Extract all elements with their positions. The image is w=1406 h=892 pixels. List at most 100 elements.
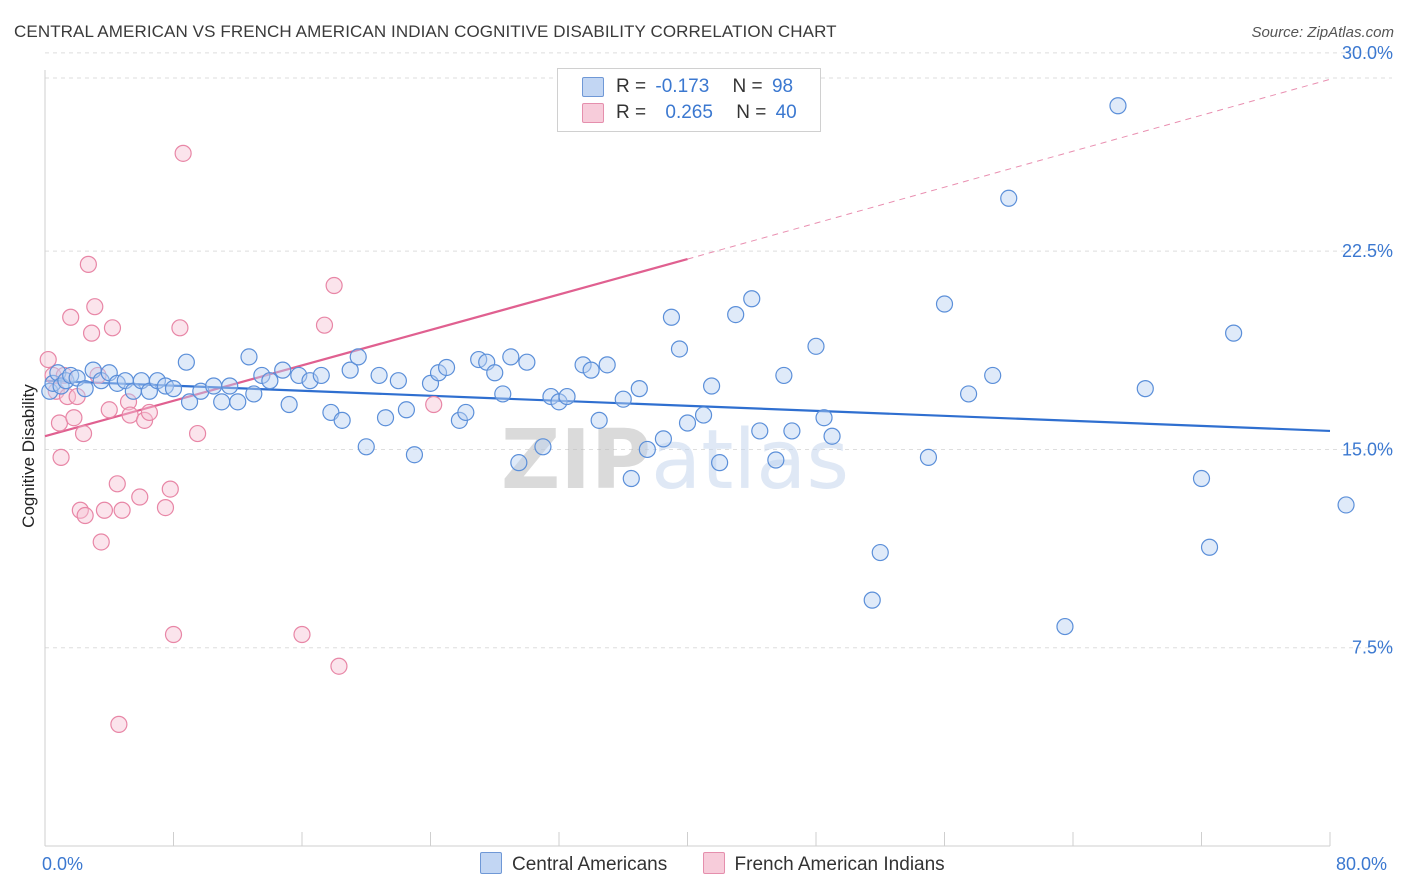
data-point-central-american	[823, 427, 841, 445]
data-point-french-american-indian	[425, 395, 443, 414]
data-point-central-american	[221, 377, 239, 395]
data-point-central-american	[871, 543, 889, 562]
data-point-french-american-indian	[89, 366, 107, 385]
data-point-central-american	[357, 438, 375, 456]
legend-r-label: R =	[616, 76, 647, 97]
data-point-central-american	[213, 393, 231, 411]
data-point-french-american-indian	[110, 715, 128, 733]
legend-r-label: R =	[616, 102, 647, 123]
data-point-french-american-indian	[171, 319, 189, 337]
data-point-central-american	[312, 366, 330, 385]
data-point-central-american	[333, 411, 351, 429]
data-point-french-american-indian	[174, 144, 192, 162]
data-point-french-american-indian	[140, 403, 159, 422]
data-point-central-american	[534, 438, 552, 456]
data-point-french-american-indian	[76, 506, 94, 525]
data-point-central-american	[1000, 189, 1018, 207]
data-point-central-american	[341, 361, 359, 379]
y-tick-label: 15.0%	[1342, 439, 1393, 459]
data-point-central-american	[614, 390, 632, 408]
chart-source: Source: ZipAtlas.com	[1251, 24, 1394, 41]
series-legend-french-american-indians[interactable]: French American Indians	[702, 852, 945, 876]
x-tick-marks	[44, 832, 1331, 846]
data-point-central-american	[510, 454, 528, 472]
chart-title: CENTRAL AMERICAN VS FRENCH AMERICAN INDI…	[14, 22, 837, 41]
data-point-central-american	[767, 451, 785, 469]
data-point-french-american-indian	[325, 276, 343, 295]
data-point-central-american	[205, 377, 223, 395]
data-point-central-american	[775, 366, 793, 385]
y-tick-label: 7.5%	[1352, 638, 1393, 658]
data-point-central-american	[1192, 469, 1211, 488]
series-name-central-americans: Central Americans	[512, 854, 668, 875]
legend: R = -0.173 N = 98 R = 0.265 N = 40	[557, 68, 821, 132]
data-point-french-american-indian	[95, 501, 114, 519]
data-point-central-american	[1200, 538, 1219, 556]
data-point-french-american-indian	[156, 499, 175, 517]
data-point-french-american-indian	[52, 448, 70, 466]
data-point-central-american	[502, 348, 520, 366]
data-point-french-american-indian	[113, 501, 131, 519]
data-point-central-american	[1109, 97, 1127, 115]
data-point-central-american	[863, 591, 881, 609]
data-point-central-american	[397, 401, 416, 419]
data-point-central-american	[919, 448, 938, 466]
data-point-central-american	[376, 409, 395, 427]
data-point-central-american	[457, 403, 475, 422]
series-name-french-american-indians: French American Indians	[734, 854, 945, 875]
pink-swatch	[582, 102, 604, 123]
french-american-indian-points	[39, 144, 443, 733]
pink-trend-line	[44, 258, 688, 438]
data-point-french-american-indian	[100, 401, 118, 419]
data-point-central-american	[177, 353, 195, 371]
data-point-central-american	[590, 411, 608, 429]
data-point-french-american-indian	[39, 350, 57, 369]
data-point-central-american	[229, 393, 247, 411]
data-point-central-american	[815, 409, 833, 427]
data-point-central-american	[245, 385, 263, 403]
y-tick-label: 30.0%	[1342, 43, 1393, 63]
data-point-french-american-indian	[131, 488, 149, 506]
data-point-french-american-indian	[108, 475, 126, 493]
blue-trend-line	[44, 379, 1331, 433]
y-tick-label: 22.5%	[1342, 241, 1393, 261]
data-point-central-american	[1337, 496, 1355, 514]
data-point-central-american	[670, 340, 689, 358]
blue-swatch	[480, 852, 502, 874]
data-point-french-american-indian	[293, 625, 311, 644]
data-point-central-american	[807, 337, 825, 355]
data-point-central-american	[984, 366, 1002, 385]
data-point-french-american-indian	[65, 409, 83, 427]
data-point-central-american	[349, 348, 367, 366]
blue-swatch	[582, 76, 604, 97]
data-point-french-american-indian	[92, 533, 110, 551]
data-point-central-american	[274, 361, 292, 379]
data-point-central-american	[301, 372, 319, 390]
series-legend-central-americans[interactable]: Central Americans	[480, 852, 667, 876]
data-point-central-american	[1136, 380, 1154, 398]
data-point-central-american	[743, 290, 761, 308]
data-point-french-american-indian	[79, 255, 97, 273]
data-point-central-american	[518, 353, 536, 371]
trend-lines	[44, 78, 1331, 438]
data-point-central-american	[52, 377, 70, 395]
data-point-french-american-indian	[121, 406, 139, 424]
data-point-central-american	[678, 414, 697, 432]
data-point-central-american	[290, 366, 308, 385]
x-tick-label-max: 80.0%	[1336, 854, 1387, 874]
pink-trend-extension	[687, 78, 1331, 260]
data-point-french-american-indian	[50, 414, 69, 432]
y-tick-labels: 7.5% 15.0% 22.5% 30.0%	[1342, 43, 1393, 658]
data-point-central-american	[389, 372, 407, 390]
data-point-central-american	[727, 306, 745, 324]
data-point-central-american	[76, 380, 94, 398]
data-point-french-american-indian	[188, 424, 207, 443]
data-point-french-american-indian	[74, 424, 93, 443]
data-point-central-american	[751, 422, 769, 440]
watermark: ZIPatlas	[501, 413, 849, 508]
data-point-central-american	[240, 348, 258, 366]
data-point-central-american	[622, 469, 640, 488]
data-point-central-american	[694, 406, 713, 424]
data-point-french-american-indian	[161, 480, 179, 498]
data-point-central-american	[494, 385, 512, 403]
